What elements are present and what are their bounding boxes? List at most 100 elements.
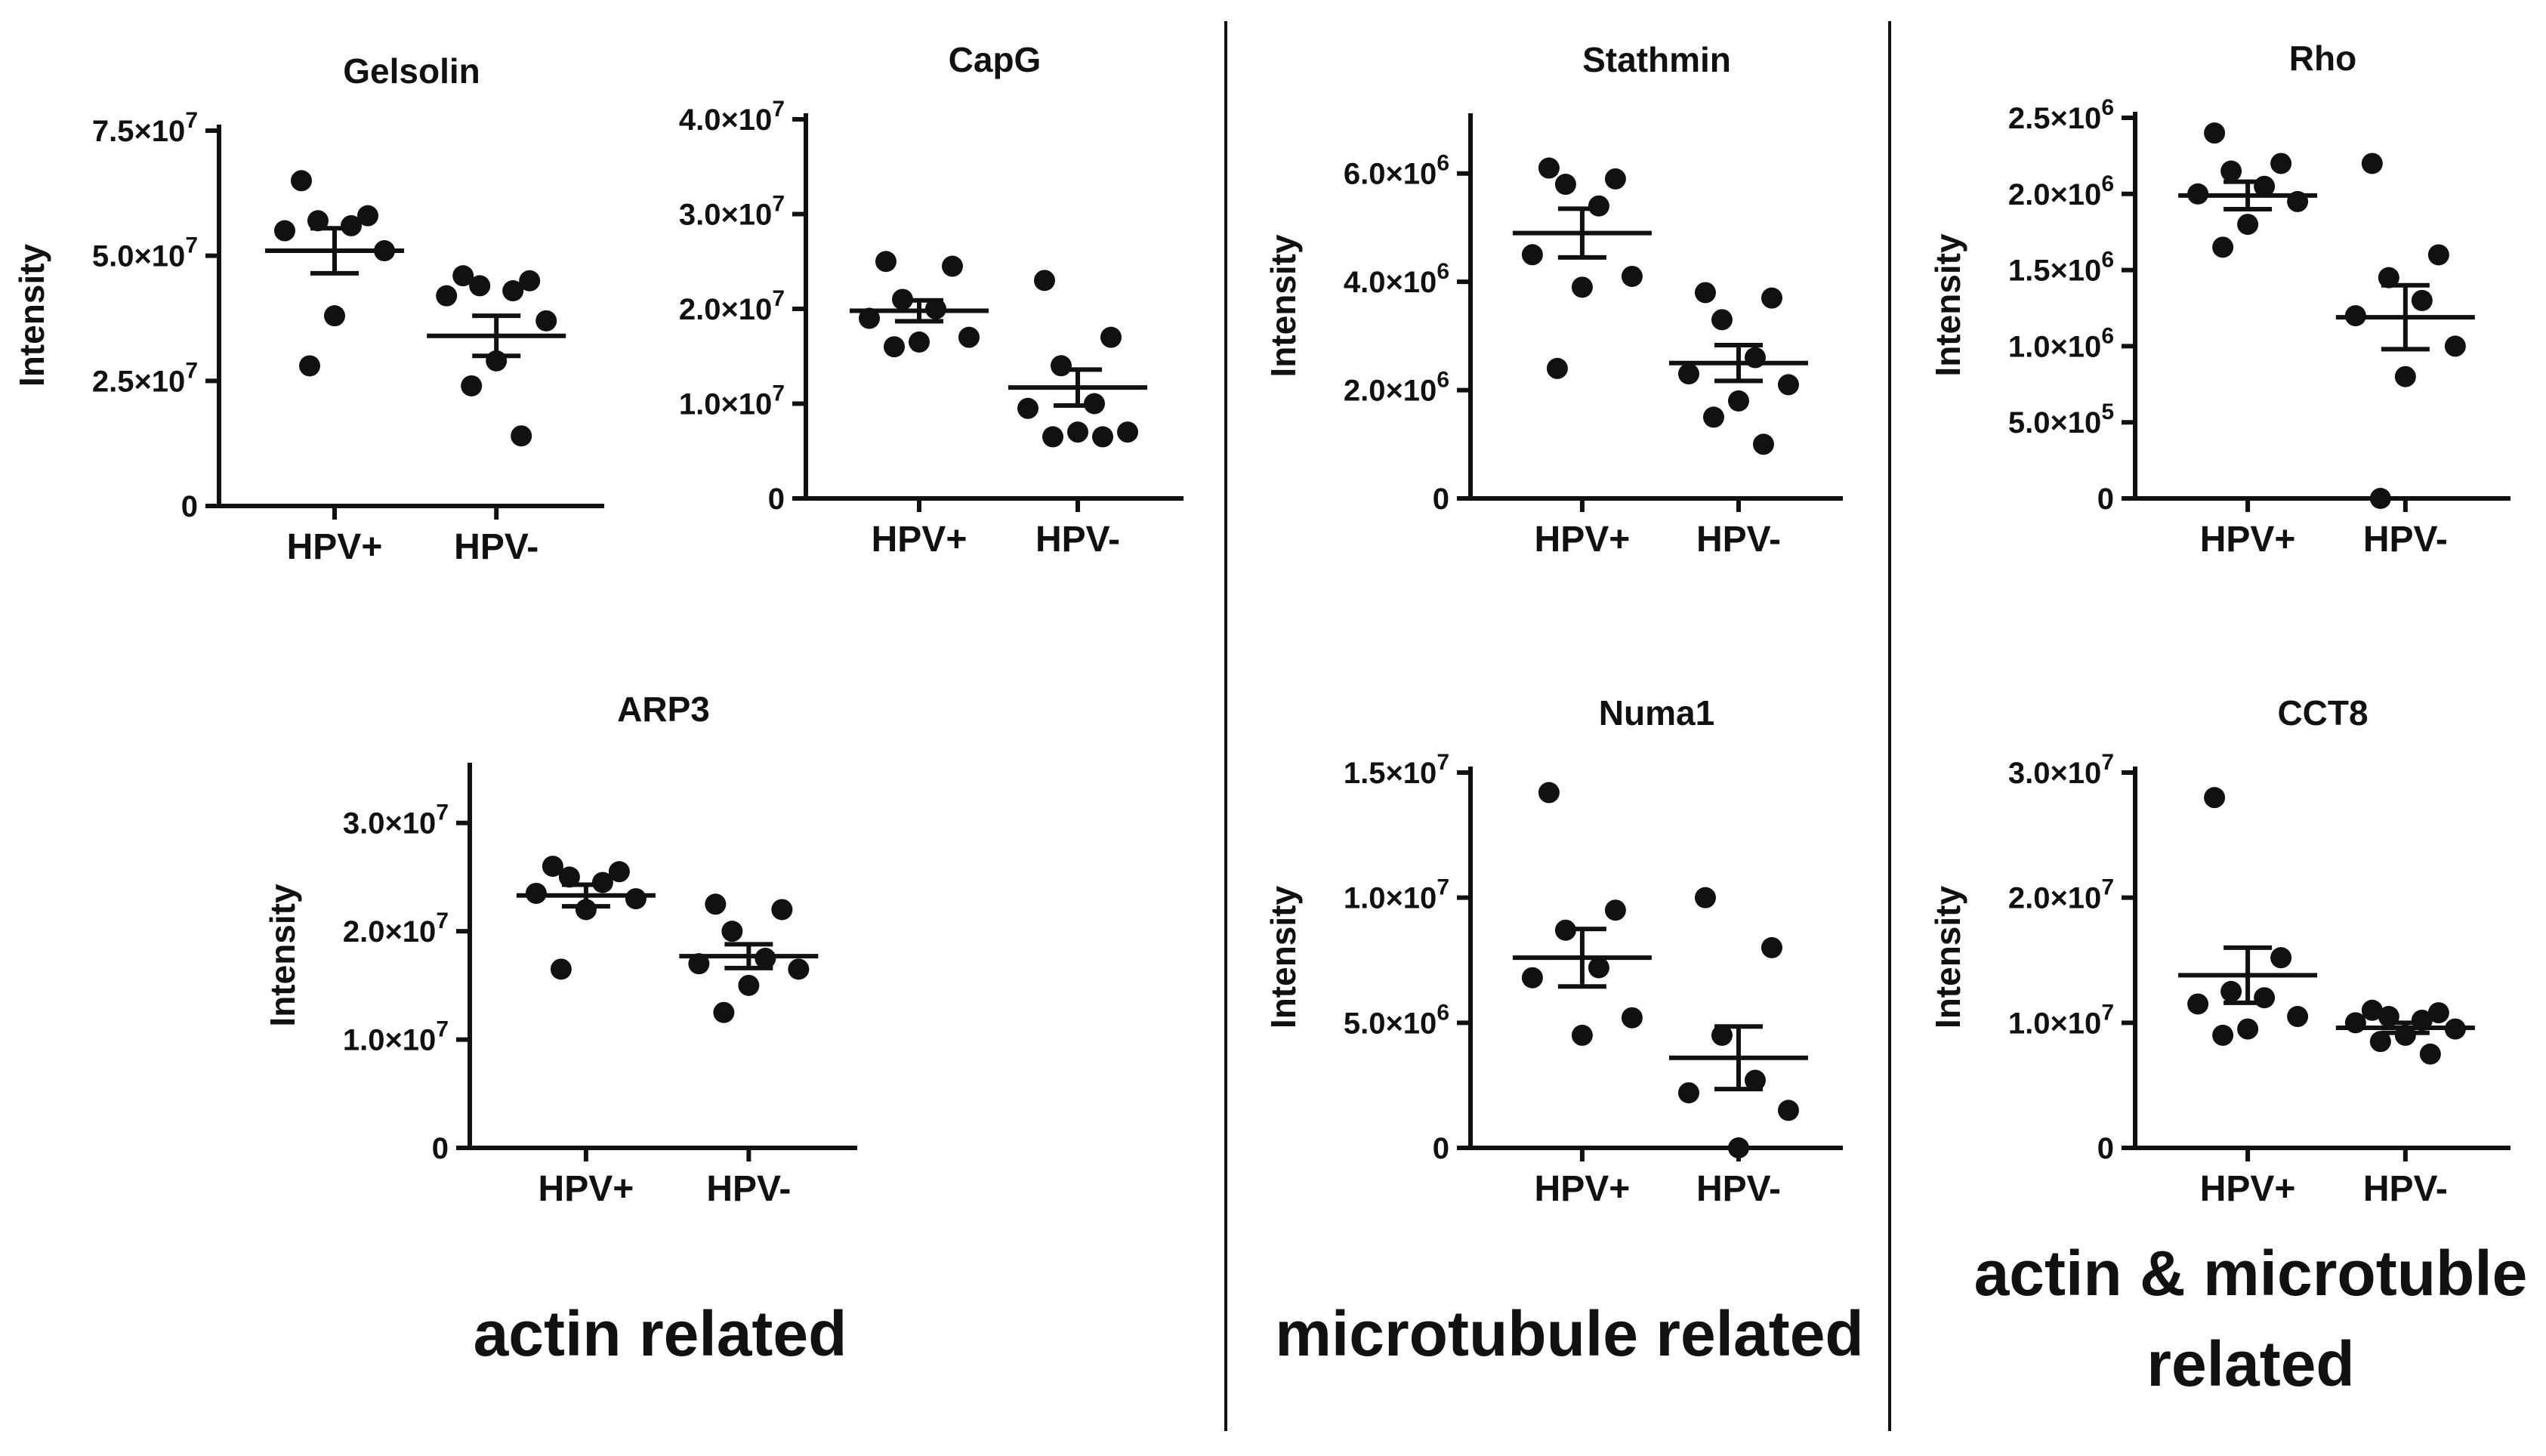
x-tick-label-hpv: HPV+: [872, 520, 967, 560]
y-tick-exponent: 7: [436, 908, 449, 933]
series-hpv: [850, 251, 989, 358]
data-point: [2220, 980, 2242, 1002]
data-point: [2427, 244, 2449, 266]
y-tick-exponent: 7: [185, 233, 198, 258]
panel-rho: RhoIntensity05.0×1051.0×1061.5×1062.0×10…: [1928, 39, 2511, 560]
x-tick-label-hpv: HPV-: [1696, 520, 1781, 560]
data-point: [1538, 782, 1560, 804]
data-point: [1777, 1100, 1799, 1121]
data-point: [1100, 326, 1122, 348]
x-tick-label-hpv: HPV+: [1535, 1169, 1631, 1209]
group-label-microtubule: microtubule related: [1275, 1298, 1864, 1369]
data-point: [1538, 157, 1560, 179]
y-tick-mantissa: 3.0×10: [679, 199, 772, 232]
y-tick-label: 1.0×107: [343, 1017, 449, 1057]
data-point: [1546, 357, 1568, 379]
data-point: [341, 214, 362, 236]
data-point: [550, 958, 572, 980]
data-point: [1604, 168, 1626, 190]
data-point: [1677, 1082, 1699, 1104]
y-tick-label: 5.0×106: [1344, 1000, 1449, 1040]
y-tick-exponent: 7: [1437, 875, 1449, 900]
y-tick-exponent: 6: [1437, 1000, 1449, 1025]
series-hpv: [679, 893, 819, 1023]
y-tick-exponent: 7: [772, 97, 785, 122]
y-tick-label: 0: [2097, 1132, 2114, 1165]
data-point: [2254, 987, 2276, 1009]
series-hpv: [516, 856, 656, 980]
y-tick-label: 2.0×107: [343, 908, 449, 949]
data-point: [2369, 1031, 2391, 1053]
data-point: [1092, 426, 1113, 448]
y-tick-label: 7.5×107: [92, 108, 198, 148]
y-tick-label: 2.5×107: [92, 358, 198, 398]
data-point: [2411, 289, 2433, 311]
y-tick-label: 1.5×107: [1344, 750, 1449, 790]
y-tick-mantissa: 1.0×10: [679, 388, 772, 421]
plots-layer: GelsolinIntensity02.5×1075.0×1077.5×107H…: [12, 39, 2511, 1209]
y-tick-label: 2.0×106: [2008, 171, 2114, 211]
x-tick-label-hpv: HPV-: [2363, 1169, 2448, 1209]
y-tick-label: 0: [181, 490, 198, 523]
y-tick-mantissa: 2.5×10: [92, 365, 185, 398]
y-tick-label: 1.5×106: [2008, 248, 2114, 288]
y-tick-label: 2.5×106: [2008, 95, 2114, 135]
data-point: [2361, 153, 2383, 174]
data-point: [1677, 363, 1699, 385]
data-point: [1744, 1069, 1766, 1091]
y-tick-label: 0: [768, 483, 785, 516]
y-tick-mantissa: 2.0×10: [2008, 882, 2101, 915]
y-tick-label: 0: [1433, 1132, 1449, 1165]
y-tick-label: 5.0×105: [2008, 399, 2114, 440]
panel-numa1: Numa1Intensity05.0×1061.0×1071.5×107HPV+…: [1264, 693, 1843, 1209]
y-axis-label: Intensity: [1264, 234, 1303, 378]
panel-title: Stathmin: [1582, 40, 1731, 79]
y-tick-mantissa: 5.0×10: [92, 240, 185, 273]
y-tick-mantissa: 2.0×10: [679, 293, 772, 326]
data-point: [2378, 267, 2399, 288]
y-tick-exponent: 7: [436, 1017, 449, 1042]
y-tick-exponent: 6: [1437, 368, 1449, 393]
x-tick-label-hpv: HPV-: [1035, 520, 1120, 560]
data-point: [2204, 787, 2226, 809]
data-point: [688, 953, 710, 975]
data-point: [909, 331, 930, 353]
y-tick-exponent: 6: [2101, 248, 2114, 273]
y-tick-mantissa: 1.0×10: [343, 1024, 436, 1057]
data-point: [705, 893, 727, 915]
data-point: [1702, 406, 1724, 428]
y-tick-mantissa: 0: [432, 1132, 449, 1165]
data-point: [461, 375, 483, 396]
y-tick-exponent: 6: [2101, 95, 2114, 120]
data-point: [788, 958, 810, 980]
y-tick-exponent: 7: [2101, 750, 2114, 775]
y-tick-mantissa: 1.5×10: [1344, 757, 1437, 790]
y-tick-exponent: 7: [772, 286, 785, 311]
x-tick-label-hpv: HPV-: [454, 527, 539, 567]
data-point: [1711, 309, 1733, 331]
data-point: [1604, 899, 1626, 921]
data-point: [1588, 195, 1609, 217]
y-axis-label: Intensity: [263, 884, 302, 1027]
y-tick-mantissa: 0: [768, 483, 785, 516]
x-tick-label-hpv: HPV-: [1696, 1169, 1781, 1209]
data-point: [2419, 1043, 2441, 1065]
data-point: [558, 866, 580, 888]
y-tick-exponent: 6: [1437, 259, 1449, 284]
series-hpv: [1668, 887, 1808, 1158]
x-tick-label-hpv: HPV-: [706, 1169, 791, 1209]
panel-title: ARP3: [617, 689, 710, 729]
y-tick-mantissa: 0: [2097, 1132, 2114, 1165]
data-point: [721, 921, 743, 942]
data-point: [713, 1001, 735, 1023]
data-point: [875, 251, 897, 273]
data-point: [2369, 488, 2391, 509]
y-tick-mantissa: 0: [181, 490, 198, 523]
series-hpv: [1008, 270, 1147, 448]
data-point: [436, 285, 458, 307]
y-tick-mantissa: 3.0×10: [343, 807, 436, 841]
data-point: [502, 280, 524, 302]
y-tick-label: 6.0×106: [1344, 151, 1449, 191]
y-tick-label: 1.0×107: [2008, 1000, 2114, 1040]
